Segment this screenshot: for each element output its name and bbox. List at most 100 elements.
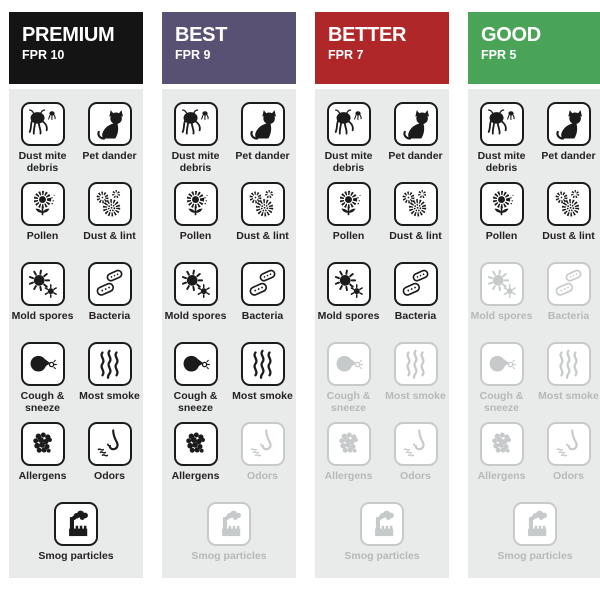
dust-mite-label: Dust mite debris bbox=[477, 150, 526, 175]
contaminant-row: Pollen Dust & lint bbox=[315, 182, 449, 262]
factory-icon bbox=[54, 502, 98, 546]
rating-column-good: GOOD FPR 5 Dust mite debris Pet dander P… bbox=[468, 12, 600, 600]
mold-spores-label: Mold spores bbox=[317, 310, 380, 322]
rating-column-best: BEST FPR 9 Dust mite debris Pet dander P… bbox=[162, 12, 296, 600]
contaminant-row: Cough & sneeze Most smoke bbox=[315, 342, 449, 422]
mold-spores-icon bbox=[326, 262, 371, 306]
rating-body: Dust mite debris Pet dander Pollen Dust … bbox=[9, 89, 143, 578]
allergens-label: Allergens bbox=[324, 470, 373, 482]
item-cough-sneeze: Cough & sneeze bbox=[316, 342, 381, 422]
item-mold-spores: Mold spores bbox=[10, 262, 75, 342]
nose-icon bbox=[87, 422, 132, 466]
rating-body: Dust mite debris Pet dander Pollen Dust … bbox=[315, 89, 449, 578]
cat-icon bbox=[240, 102, 285, 146]
bacteria-label: Bacteria bbox=[547, 310, 590, 322]
factory-icon bbox=[207, 502, 251, 546]
rating-title: BETTER bbox=[328, 24, 407, 46]
contaminant-row: Pollen Dust & lint bbox=[468, 182, 600, 262]
rating-title: GOOD bbox=[481, 24, 541, 46]
nose-label: Odors bbox=[94, 470, 125, 482]
dust-mite-label: Dust mite debris bbox=[171, 150, 220, 175]
contaminant-row: Dust mite debris Pet dander bbox=[468, 102, 600, 182]
dust-lint-icon bbox=[546, 182, 591, 226]
dust-lint-icon bbox=[87, 182, 132, 226]
cat-icon bbox=[393, 102, 438, 146]
mold-spores-icon bbox=[479, 262, 524, 306]
contaminant-row: Mold spores Bacteria bbox=[162, 262, 296, 342]
smoke-icon bbox=[240, 342, 285, 386]
smoke-label: Most smoke bbox=[538, 390, 599, 402]
allergens-label: Allergens bbox=[477, 470, 526, 482]
mold-spores-label: Mold spores bbox=[164, 310, 227, 322]
item-dust-lint: Dust & lint bbox=[383, 182, 448, 262]
rating-header: BEST FPR 9 bbox=[162, 12, 296, 84]
dust-lint-icon bbox=[240, 182, 285, 226]
dust-mite-icon bbox=[20, 102, 65, 146]
mold-spores-label: Mold spores bbox=[11, 310, 74, 322]
contaminant-row: Dust mite debris Pet dander bbox=[315, 102, 449, 182]
factory-icon bbox=[513, 502, 557, 546]
dust-lint-label: Dust & lint bbox=[236, 230, 289, 242]
item-smoke: Most smoke bbox=[77, 342, 142, 422]
item-nose: Odors bbox=[77, 422, 142, 502]
item-mold-spores: Mold spores bbox=[469, 262, 534, 342]
allergens-icon bbox=[173, 422, 218, 466]
item-dust-mite: Dust mite debris bbox=[163, 102, 228, 182]
mold-spores-icon bbox=[20, 262, 65, 306]
rating-column-premium: PREMIUM FPR 10 Dust mite debris Pet dand… bbox=[9, 12, 143, 600]
bacteria-icon bbox=[87, 262, 132, 306]
item-smoke: Most smoke bbox=[383, 342, 448, 422]
bacteria-icon bbox=[240, 262, 285, 306]
cough-sneeze-label: Cough & sneeze bbox=[173, 390, 218, 415]
pollen-icon bbox=[20, 182, 65, 226]
dust-mite-icon bbox=[173, 102, 218, 146]
item-dust-lint: Dust & lint bbox=[77, 182, 142, 262]
fpr-label: FPR 7 bbox=[328, 48, 364, 62]
dust-lint-label: Dust & lint bbox=[542, 230, 595, 242]
smoke-label: Most smoke bbox=[385, 390, 446, 402]
cough-sneeze-label: Cough & sneeze bbox=[326, 390, 371, 415]
rating-body: Dust mite debris Pet dander Pollen Dust … bbox=[468, 89, 600, 578]
factory-label: Smog particles bbox=[344, 550, 420, 562]
item-bacteria: Bacteria bbox=[383, 262, 448, 342]
cat-icon bbox=[87, 102, 132, 146]
item-smoke: Most smoke bbox=[536, 342, 600, 422]
bacteria-label: Bacteria bbox=[241, 310, 284, 322]
contaminant-row: Allergens Odors bbox=[315, 422, 449, 502]
item-allergens: Allergens bbox=[316, 422, 381, 502]
contaminant-row: Smog particles bbox=[468, 502, 600, 582]
allergens-icon bbox=[326, 422, 371, 466]
smoke-label: Most smoke bbox=[79, 390, 140, 402]
smoke-label: Most smoke bbox=[232, 390, 293, 402]
item-dust-mite: Dust mite debris bbox=[469, 102, 534, 182]
item-cat: Pet dander bbox=[536, 102, 600, 182]
cough-sneeze-icon bbox=[326, 342, 371, 386]
contaminant-row: Allergens Odors bbox=[162, 422, 296, 502]
factory-label: Smog particles bbox=[38, 550, 114, 562]
item-allergens: Allergens bbox=[10, 422, 75, 502]
rating-header: BETTER FPR 7 bbox=[315, 12, 449, 84]
item-dust-lint: Dust & lint bbox=[230, 182, 295, 262]
item-cat: Pet dander bbox=[230, 102, 295, 182]
item-cat: Pet dander bbox=[383, 102, 448, 182]
allergens-icon bbox=[479, 422, 524, 466]
factory-label: Smog particles bbox=[191, 550, 267, 562]
contaminant-row: Dust mite debris Pet dander bbox=[162, 102, 296, 182]
allergens-label: Allergens bbox=[18, 470, 67, 482]
nose-label: Odors bbox=[247, 470, 278, 482]
item-factory: Smog particles bbox=[177, 502, 281, 582]
cough-sneeze-icon bbox=[479, 342, 524, 386]
contaminant-row: Dust mite debris Pet dander bbox=[9, 102, 143, 182]
pollen-label: Pollen bbox=[332, 230, 365, 242]
item-mold-spores: Mold spores bbox=[163, 262, 228, 342]
mold-spores-icon bbox=[173, 262, 218, 306]
item-cough-sneeze: Cough & sneeze bbox=[469, 342, 534, 422]
item-bacteria: Bacteria bbox=[77, 262, 142, 342]
item-bacteria: Bacteria bbox=[230, 262, 295, 342]
contaminant-row: Allergens Odors bbox=[9, 422, 143, 502]
cat-label: Pet dander bbox=[541, 150, 596, 162]
bacteria-icon bbox=[546, 262, 591, 306]
cat-icon bbox=[546, 102, 591, 146]
contaminant-row: Mold spores Bacteria bbox=[315, 262, 449, 342]
item-pollen: Pollen bbox=[469, 182, 534, 262]
